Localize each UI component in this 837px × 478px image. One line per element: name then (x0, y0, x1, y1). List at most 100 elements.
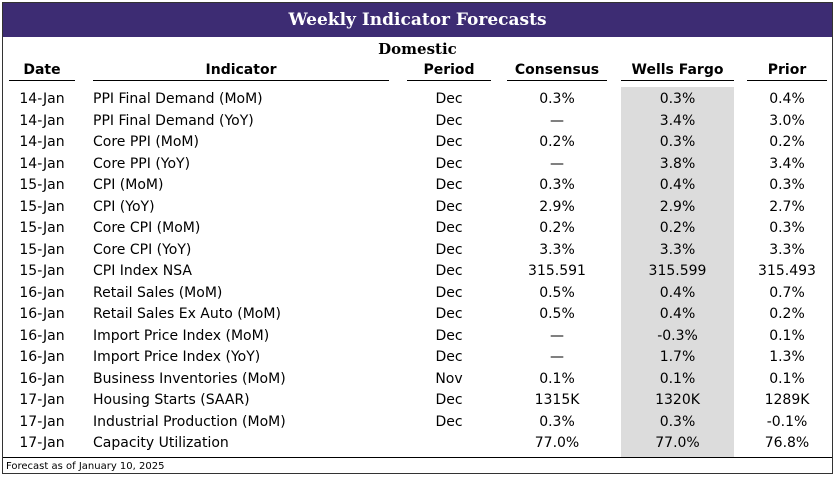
cell-date: 15-Jan (19, 263, 65, 279)
cell-period: Dec (435, 177, 463, 193)
section-title: Domestic (378, 40, 457, 58)
cell-consensus: — (550, 112, 564, 129)
table-row: 15-Jan CPI (MoM) Dec 0.3% 0.4% 0.3% (3, 175, 832, 197)
cell-period (407, 433, 491, 455)
cell-date: 16-Jan (19, 284, 65, 301)
cell-prior: 0.1% (769, 370, 805, 387)
cell-indicator: Core PPI (YoY) (93, 155, 191, 172)
table-row: 14-Jan PPI Final Demand (YoY) Dec — 3.4% 3.0% (3, 111, 832, 133)
table-row: 14-Jan PPI Final Demand (MoM) Dec 0.3% 0.3% 0… (3, 89, 832, 111)
cell-consensus: 1315K (534, 392, 580, 408)
cell-wells-fargo: 0.3% (659, 413, 696, 430)
cell-date: 16-Jan (19, 306, 65, 322)
cell-consensus: 0.1% (539, 370, 575, 387)
cell-period: Dec (435, 413, 463, 430)
cell-wells-fargo: 3.8% (659, 155, 696, 172)
cell-wells-fargo: 3.3% (659, 241, 696, 258)
cell-date: 17-Jan (19, 435, 65, 451)
table-body: 14-Jan PPI Final Demand (MoM) Dec 0.3% 0.3% 0… (3, 89, 832, 455)
cell-period: Dec (435, 392, 463, 408)
cell-indicator: Core CPI (YoY) (93, 241, 192, 258)
cell-prior: 76.8% (764, 435, 810, 451)
cell-wells-fargo: 0.4% (659, 177, 696, 193)
cell-period: Dec (435, 241, 463, 258)
header-indicator: Indicator (93, 60, 389, 81)
cell-prior: -0.1% (766, 413, 808, 430)
cell-consensus: 315.591 (528, 263, 586, 279)
footnote-divider (3, 457, 832, 458)
cell-wells-fargo: 0.4% (659, 306, 696, 322)
cell-period: Dec (435, 263, 463, 279)
cell-date: 16-Jan (19, 327, 65, 344)
cell-consensus: 0.3% (539, 177, 575, 193)
cell-wells-fargo: 77.0% (655, 435, 700, 451)
cell-period: Nov (435, 370, 463, 387)
table-row: 16-Jan Business Inventories (MoM) Nov 0.1% 0… (3, 369, 832, 391)
cell-prior: 3.4% (769, 155, 805, 172)
cell-wells-fargo: 1.7% (659, 349, 696, 365)
cell-wells-fargo: 0.2% (659, 220, 696, 236)
cell-consensus: — (550, 349, 564, 365)
cell-period: Dec (435, 349, 463, 365)
table-row: 14-Jan Core PPI (YoY) Dec — 3.8% 3.4% (3, 154, 832, 176)
cell-consensus: 0.3% (539, 91, 575, 107)
cell-period: Dec (435, 327, 463, 344)
cell-indicator: Import Price Index (YoY) (93, 349, 261, 365)
cell-consensus: — (550, 327, 564, 344)
header-consensus: Consensus (507, 60, 607, 81)
cell-period: Dec (435, 91, 463, 107)
table-row: 14-Jan Core PPI (MoM) Dec 0.2% 0.3% 0.2% (3, 132, 832, 154)
cell-period: Dec (435, 284, 463, 301)
cell-date: 16-Jan (19, 370, 65, 387)
cell-prior: 3.3% (769, 241, 805, 258)
cell-date: 16-Jan (19, 349, 65, 365)
cell-indicator: Retail Sales Ex Auto (MoM) (93, 306, 281, 322)
table-row: 15-Jan Core CPI (YoY) Dec 3.3% 3.3% 3.3% (3, 240, 832, 262)
table-row: 16-Jan Retail Sales Ex Auto (MoM) Dec 0.5% 0… (3, 304, 832, 326)
cell-prior: 0.7% (769, 284, 805, 301)
cell-indicator: Retail Sales (MoM) (93, 284, 223, 301)
cell-consensus: 0.3% (539, 413, 575, 430)
cell-indicator: CPI Index NSA (93, 263, 192, 279)
cell-wells-fargo: 0.3% (659, 134, 696, 150)
wells-fargo-column-highlight (621, 87, 734, 457)
cell-period: Dec (435, 220, 463, 236)
cell-prior: 0.3% (769, 177, 805, 193)
cell-date: 14-Jan (19, 112, 65, 129)
table-row: 16-Jan Retail Sales (MoM) Dec 0.5% 0.4% 0.7% (3, 283, 832, 305)
cell-date: 14-Jan (19, 134, 65, 150)
cell-consensus: 3.3% (539, 241, 575, 258)
cell-wells-fargo: 0.4% (659, 284, 696, 301)
cell-wells-fargo: -0.3% (657, 327, 698, 344)
table-row: 15-Jan Core CPI (MoM) Dec 0.2% 0.2% 0.3% (3, 218, 832, 240)
cell-prior: 0.1% (769, 327, 805, 344)
cell-indicator: CPI (YoY) (93, 198, 155, 215)
cell-indicator: Core PPI (MoM) (93, 134, 199, 150)
header-period: Period (407, 60, 491, 81)
cell-wells-fargo: 3.4% (659, 112, 696, 129)
header-date: Date (9, 60, 75, 81)
cell-indicator: Housing Starts (SAAR) (93, 392, 250, 408)
cell-indicator: Industrial Production (MoM) (93, 413, 286, 430)
table-row: 17-Jan Housing Starts (SAAR) Dec 1315K 1320K… (3, 390, 832, 412)
cell-indicator: PPI Final Demand (MoM) (93, 91, 263, 107)
cell-consensus: 2.9% (539, 198, 575, 215)
cell-prior: 0.3% (769, 220, 805, 236)
cell-indicator: CPI (MoM) (93, 177, 164, 193)
cell-indicator: Capacity Utilization (93, 435, 229, 451)
cell-period: Dec (435, 155, 463, 172)
cell-wells-fargo: 2.9% (659, 198, 696, 215)
cell-wells-fargo: 0.1% (659, 370, 696, 387)
table-row: 17-Jan Industrial Production (MoM) Dec 0.3%… (3, 412, 832, 434)
cell-consensus: 0.2% (539, 220, 575, 236)
table-row: 17-Jan Capacity Utilization 77.0% 77.0% 76.8… (3, 433, 832, 455)
cell-consensus: 77.0% (534, 435, 580, 451)
header-wells-fargo: Wells Fargo (621, 60, 734, 81)
cell-period: Dec (435, 306, 463, 322)
cell-period: Dec (435, 112, 463, 129)
cell-prior: 1289K (764, 392, 810, 408)
cell-date: 15-Jan (19, 177, 65, 193)
cell-date: 17-Jan (19, 392, 65, 408)
table-row: 15-Jan CPI (YoY) Dec 2.9% 2.9% 2.7% (3, 197, 832, 219)
